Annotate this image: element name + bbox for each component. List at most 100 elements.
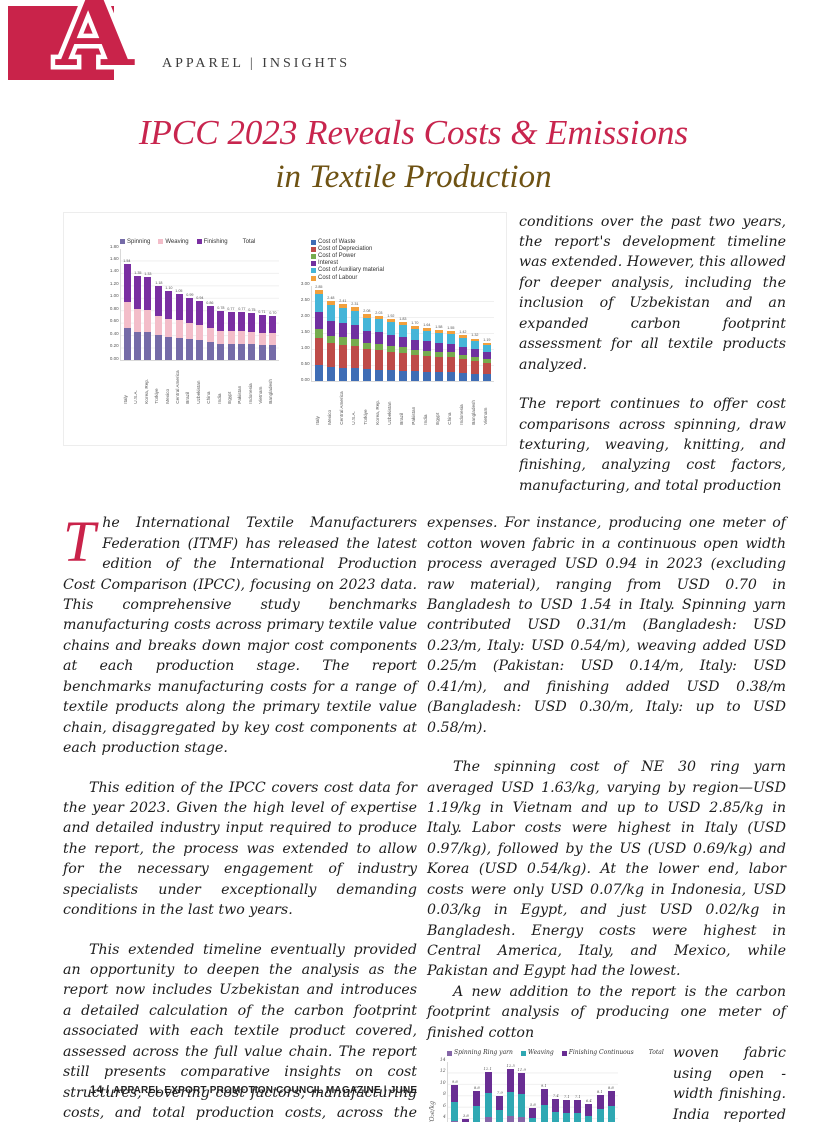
bar-value-label: 1.35 bbox=[133, 270, 142, 275]
bar-segment bbox=[435, 372, 443, 381]
bar-segment bbox=[327, 321, 335, 336]
bar-value-label: 2.85 bbox=[315, 284, 323, 289]
article-title: IPCC 2023 Reveals Costs & Emissions in T… bbox=[30, 112, 797, 198]
bar-segment bbox=[411, 326, 419, 330]
bar-stack bbox=[471, 338, 479, 381]
bar: 1.70 bbox=[409, 319, 421, 381]
bar-segment bbox=[339, 307, 347, 323]
bar-stack bbox=[423, 328, 431, 381]
bar-segment bbox=[375, 369, 383, 381]
bar-segment bbox=[165, 337, 173, 360]
bar-segment bbox=[351, 310, 359, 326]
bar-segment bbox=[459, 354, 467, 360]
bar-segment bbox=[399, 336, 407, 348]
bar-value-label: 2.31 bbox=[351, 302, 359, 306]
x-axis-tick: Central America bbox=[175, 370, 181, 404]
bar-segment bbox=[459, 337, 467, 347]
bar-segment bbox=[387, 370, 395, 381]
bar: 1.55 bbox=[445, 324, 457, 381]
chart-bars: 9.8 3.8 8.8 12.1 7.9 12.5 11.9 5.8 9.1 7.4 7.1 7.1 6… bbox=[449, 1062, 617, 1122]
bar: 12.5 bbox=[505, 1062, 516, 1122]
bar-value-label: 2.41 bbox=[339, 298, 347, 303]
y-axis-tick: 12 bbox=[440, 1068, 446, 1074]
bar-value-label: 1.18 bbox=[154, 281, 162, 286]
x-axis-tick: Vietnam bbox=[483, 407, 489, 425]
bar-segment bbox=[186, 322, 194, 340]
bar-segment bbox=[483, 362, 491, 375]
bar-segment bbox=[269, 316, 277, 334]
bar-segment bbox=[518, 1117, 526, 1122]
y-axis-tick: 3.00 bbox=[301, 281, 310, 286]
bar-stack bbox=[154, 286, 162, 360]
bar-segment bbox=[227, 330, 235, 344]
drop-cap: T bbox=[63, 509, 96, 575]
y-axis-tick: 8 bbox=[443, 1091, 446, 1097]
bar-segment bbox=[387, 351, 395, 371]
paragraph: expenses. For instance, producing one me… bbox=[427, 515, 786, 736]
bar: 7.9 bbox=[494, 1089, 505, 1122]
bar-segment bbox=[459, 373, 467, 381]
legend-item: Cost of Waste bbox=[311, 239, 355, 246]
bar-segment bbox=[483, 374, 491, 381]
bar-segment bbox=[258, 333, 266, 346]
bar-stack bbox=[258, 315, 266, 360]
bar: 0.77 bbox=[226, 305, 236, 360]
bar-segment bbox=[399, 347, 407, 354]
legend-swatch bbox=[520, 1051, 526, 1057]
y-axis-tick: 10 bbox=[440, 1079, 446, 1085]
bar-segment bbox=[248, 312, 256, 332]
bar-stack bbox=[574, 1100, 582, 1122]
x-axis-tick: Central America bbox=[339, 391, 345, 425]
x-axis-labels: Italy Mexico Central America U.S.A. Türkiye K… bbox=[312, 382, 494, 430]
article-body: Spinning Weaving Finishing Total 0.00 0.20 0.4… bbox=[0, 206, 827, 1122]
legend-label: Weaving bbox=[527, 1049, 554, 1057]
bar-segment bbox=[327, 343, 335, 368]
legend-label: Total bbox=[242, 238, 256, 245]
bar-value-label: 1.55 bbox=[447, 326, 455, 331]
bar-value-label: 7.9 bbox=[496, 1090, 503, 1095]
x-axis-tick: Uzbekistan bbox=[387, 401, 393, 425]
bar-segment bbox=[471, 349, 479, 357]
carbon-footprint-chart: Spinning Ring yarn Weaving Finishing Conti… bbox=[427, 1049, 664, 1122]
y-axis-tick: 2.00 bbox=[301, 313, 310, 318]
bar: 2.85 bbox=[313, 283, 325, 381]
article-title-line1: IPCC 2023 Reveals Costs & Emissions bbox=[138, 113, 689, 152]
bar-segment bbox=[175, 320, 183, 339]
bar: 0.78 bbox=[216, 304, 226, 360]
x-axis-tick: Türkiye bbox=[363, 409, 369, 425]
bar-segment bbox=[339, 367, 347, 381]
cost-charts-figure: Spinning Weaving Finishing Total 0.00 0.20 0.4… bbox=[63, 211, 507, 446]
bar-stack bbox=[562, 1100, 570, 1122]
page-number: 14 / bbox=[90, 1084, 110, 1096]
bar-segment bbox=[237, 330, 245, 344]
bar-segment bbox=[551, 1098, 559, 1112]
bar-segment bbox=[507, 1069, 515, 1092]
bar-segment bbox=[387, 319, 395, 323]
bar-stack bbox=[315, 289, 323, 381]
paragraph: conditions over the past two years, the … bbox=[519, 213, 786, 373]
bar-segment bbox=[447, 343, 455, 353]
x-axis-tick: Indonesia bbox=[248, 383, 254, 404]
bar-stack bbox=[518, 1072, 526, 1122]
bar-segment bbox=[399, 353, 407, 371]
legend-label: Spinning Ring yarn bbox=[454, 1049, 513, 1057]
bar-value-label: 2.08 bbox=[363, 309, 371, 314]
bar-segment bbox=[375, 315, 383, 320]
legend-label: Interest bbox=[318, 260, 339, 267]
right-column-top: conditions over the past two years, the … bbox=[519, 212, 786, 497]
bar: 0.75 bbox=[247, 306, 257, 360]
woven-fabric-cost-chart: Spinning Weaving Finishing Total 0.00 0.20 0.4… bbox=[100, 239, 279, 409]
bar-segment bbox=[447, 372, 455, 381]
legend-swatch bbox=[158, 239, 164, 245]
bar: 1.58 bbox=[433, 323, 445, 381]
bar-segment bbox=[375, 319, 383, 333]
brand-letter-outline: A bbox=[52, 0, 139, 89]
bar-segment bbox=[423, 356, 431, 372]
bar-value-label: 8.8 bbox=[608, 1085, 615, 1090]
bar-segment bbox=[462, 1119, 470, 1122]
y-axis-tick: 1.40 bbox=[110, 269, 119, 274]
bar: 0.86 bbox=[205, 299, 215, 360]
legend-label: Cost of Waste bbox=[318, 238, 356, 245]
paragraph: The report continues to offer cost compa… bbox=[519, 396, 786, 494]
